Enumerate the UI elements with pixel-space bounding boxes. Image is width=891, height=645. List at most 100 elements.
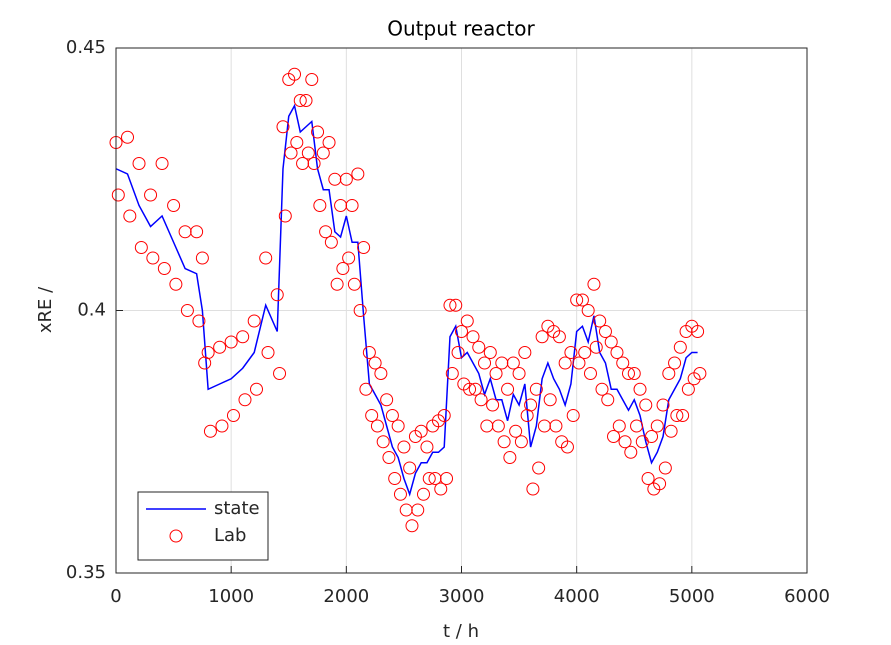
data-point (224, 335, 238, 349)
data-point (503, 451, 517, 464)
data-point (639, 398, 653, 412)
data-point (403, 461, 417, 475)
data-point (518, 346, 532, 359)
data-point (570, 293, 584, 307)
data-point (474, 393, 488, 407)
data-point (650, 419, 664, 433)
data-point (319, 225, 333, 239)
data-point (583, 367, 597, 380)
x-tick-label: 3000 (439, 586, 485, 607)
data-point (587, 277, 601, 291)
data-point (532, 461, 546, 475)
data-point (653, 477, 667, 491)
data-point (598, 325, 612, 338)
data-point (566, 409, 580, 422)
data-point (641, 472, 655, 485)
data-point (288, 67, 302, 81)
data-point (664, 424, 678, 438)
x-tick-label: 0 (110, 586, 121, 607)
legend-marker (169, 529, 183, 543)
data-point (691, 325, 705, 338)
x-axis-label: t / h (443, 621, 479, 642)
data-point (155, 157, 169, 170)
data-point (238, 393, 252, 407)
data-point (416, 487, 430, 501)
data-point (466, 330, 480, 344)
data-point (345, 199, 359, 212)
data-point (578, 346, 592, 359)
data-point (380, 393, 394, 407)
data-point (621, 367, 635, 380)
y-tick-label: 0.4 (77, 300, 106, 321)
data-point (180, 304, 194, 317)
data-point (215, 419, 229, 433)
data-point (455, 325, 468, 338)
data-point (460, 314, 474, 328)
data-point (144, 188, 158, 202)
data-point (132, 157, 146, 170)
data-point (167, 199, 181, 212)
data-point (261, 346, 275, 359)
data-point (270, 288, 284, 302)
data-point (203, 424, 217, 438)
data-point (468, 382, 482, 396)
data-point (146, 251, 160, 265)
data-point (273, 367, 287, 380)
data-point (572, 356, 586, 370)
data-point (250, 382, 264, 396)
data-point (529, 382, 543, 396)
y-tick-label: 0.45 (66, 37, 106, 58)
data-point (610, 346, 624, 359)
data-point (405, 519, 419, 533)
data-point (278, 209, 292, 223)
data-point (472, 340, 486, 354)
data-point (351, 167, 365, 181)
data-point (543, 393, 557, 407)
data-point (445, 367, 459, 380)
data-point (330, 277, 344, 291)
data-point (604, 335, 618, 349)
data-point (411, 503, 425, 517)
data-point (607, 430, 621, 443)
data-point (393, 487, 407, 501)
data-point (339, 172, 353, 186)
data-point (526, 482, 540, 496)
data-point (276, 120, 290, 134)
data-point (434, 482, 448, 496)
data-point (365, 409, 379, 422)
data-point (535, 330, 549, 344)
data-point (157, 262, 171, 275)
data-point (336, 262, 350, 275)
data-point (589, 340, 603, 354)
data-point (656, 398, 670, 412)
data-point (552, 330, 566, 344)
x-tick-label: 4000 (554, 586, 600, 607)
data-point (307, 157, 321, 170)
data-point (305, 73, 319, 86)
data-point (195, 251, 209, 265)
data-point (449, 298, 463, 312)
data-point (422, 472, 436, 485)
data-point (681, 382, 695, 396)
data-point (670, 409, 684, 422)
data-point (560, 440, 574, 454)
legend-label: Lab (214, 525, 246, 546)
data-point (201, 346, 215, 359)
data-point (593, 314, 607, 328)
data-point (316, 146, 330, 160)
data-point (497, 435, 511, 449)
data-point (382, 451, 396, 464)
legend-label: state (214, 498, 260, 519)
data-point (489, 367, 503, 380)
data-point (483, 346, 497, 359)
data-point (575, 293, 589, 307)
data-point (451, 346, 465, 359)
data-point (658, 461, 672, 475)
data-point (134, 241, 148, 254)
data-point (376, 435, 390, 449)
x-tick-label: 6000 (784, 586, 830, 607)
data-point (509, 424, 523, 438)
data-point (362, 346, 376, 359)
data-point (368, 356, 382, 370)
